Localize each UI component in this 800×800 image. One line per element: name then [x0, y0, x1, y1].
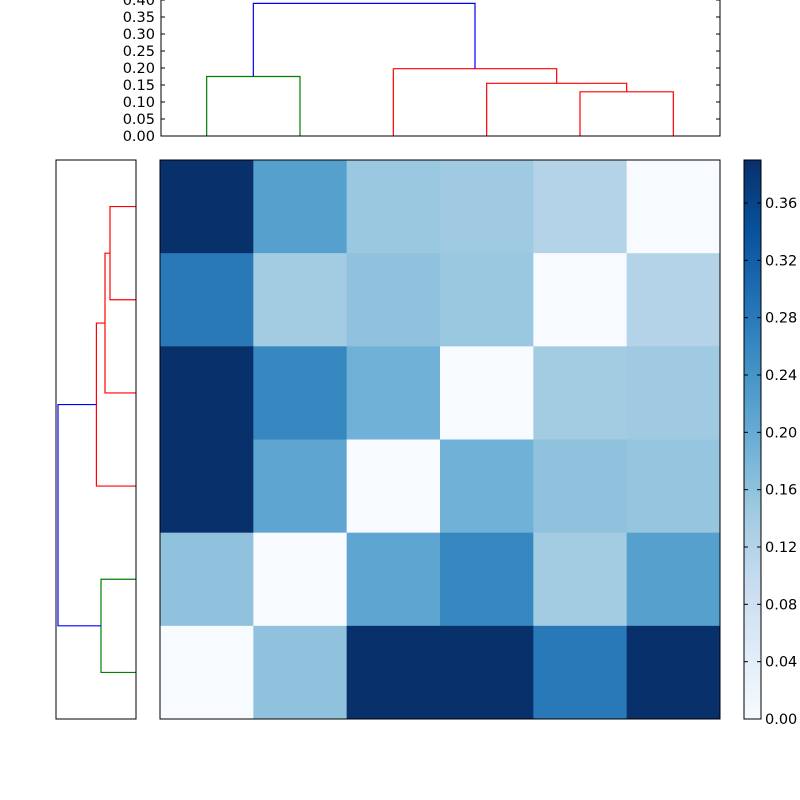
left-dendrogram-link: [100, 578, 136, 674]
top-ytick-label: 0.25: [123, 44, 155, 60]
heatmap-cell: [533, 346, 628, 440]
heatmap-cell: [533, 532, 628, 627]
colorbar-tick-label: 0.20: [765, 425, 797, 441]
heatmap-cell: [346, 625, 441, 720]
heatmap-cell: [440, 253, 534, 347]
colorbar-frame: [743, 159, 762, 720]
heatmap-cell: [346, 439, 441, 534]
heatmap: [159, 159, 721, 720]
top-ytick-label: 0.10: [123, 95, 155, 111]
heatmap-cell: [253, 439, 348, 534]
heatmap-cell: [253, 346, 348, 440]
heatmap-cell: [160, 160, 254, 254]
colorbar-tick-label: 0.16: [765, 483, 797, 499]
heatmap-cell: [626, 253, 721, 347]
left-dendrogram-link: [109, 205, 136, 301]
colorbar-tick-label: 0.12: [765, 540, 797, 556]
left-dendrogram-link: [57, 403, 101, 627]
heatmap-cell: [160, 346, 254, 440]
top-ytick-label: 0.05: [123, 112, 155, 128]
heatmap-cell: [160, 625, 254, 720]
colorbar-tick-label: 0.28: [765, 311, 797, 327]
heatmap-cell: [346, 346, 441, 440]
heatmap-cell: [346, 253, 441, 347]
heatmap-cell: [626, 346, 721, 440]
heatmap-cell: [253, 253, 348, 347]
heatmap-cell: [346, 532, 441, 627]
heatmap-cell: [626, 532, 721, 627]
colorbar-tick-label: 0.04: [765, 655, 797, 671]
heatmap-cell: [626, 439, 721, 534]
top-ytick-label: 0.20: [123, 61, 155, 77]
left-dendrogram-link: [95, 322, 136, 487]
heatmap-cell: [253, 625, 348, 720]
top-dendrogram: 0.000.050.100.150.200.250.300.350.40: [123, 0, 721, 145]
top-ytick-label: 0.35: [123, 10, 155, 26]
heatmap-frame: [159, 159, 721, 720]
colorbar-tick-label: 0.24: [765, 368, 797, 384]
top-ytick-label: 0.00: [123, 129, 155, 145]
top-ytick-label: 0.30: [123, 27, 155, 43]
colorbar-tick-label: 0.32: [765, 253, 797, 269]
heatmap-cell: [160, 439, 254, 534]
heatmap-cell: [346, 160, 441, 254]
top-dendrogram-link: [392, 68, 558, 136]
heatmap-cell: [440, 346, 534, 440]
left-dendrogram-frame: [55, 159, 137, 720]
colorbar: 0.00 0.04 0.08 0.12 0.16 0.20 0.24 0.28 0.32 0.36: [743, 159, 797, 728]
heatmap-cell: [533, 253, 628, 347]
heatmap-cell: [533, 160, 628, 254]
heatmap-cell: [626, 625, 721, 720]
heatmap-cell: [440, 439, 534, 534]
top-dendrogram-frame: [160, 0, 721, 137]
heatmap-cell: [440, 160, 534, 254]
heatmap-cell: [253, 160, 348, 254]
colorbar-tick-label: 0.36: [765, 196, 797, 212]
left-dendrogram: [55, 159, 137, 720]
heatmap-cell: [160, 253, 254, 347]
heatmap-cell: [440, 532, 534, 627]
heatmap-cell: [160, 532, 254, 627]
heatmap-cell: [253, 532, 348, 627]
top-dendrogram-link: [252, 2, 476, 77]
colorbar-tick-label: 0.00: [765, 712, 797, 728]
heatmap-cell: [533, 625, 628, 720]
heatmap-cell: [626, 160, 721, 254]
top-dendrogram-link: [579, 91, 674, 136]
colorbar-gradient: [744, 160, 761, 719]
heatmap-cell: [533, 439, 628, 534]
heatmap-cell: [440, 625, 534, 720]
top-dendrogram-link: [206, 75, 301, 136]
colorbar-tick-label: 0.08: [765, 597, 797, 613]
top-ytick-label: 0.15: [123, 78, 155, 94]
top-ytick-label: 0.40: [123, 0, 155, 9]
